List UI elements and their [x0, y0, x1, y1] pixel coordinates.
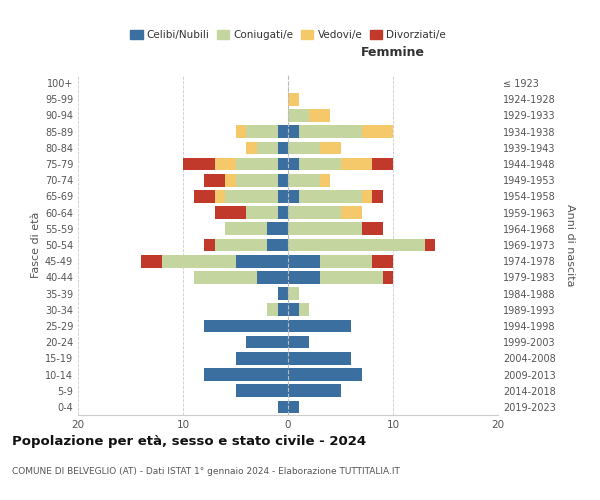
- Bar: [288, 190, 299, 202]
- Bar: [309, 109, 330, 122]
- Bar: [288, 368, 361, 381]
- Bar: [288, 109, 309, 122]
- Bar: [361, 222, 383, 235]
- Bar: [288, 142, 320, 154]
- Bar: [235, 126, 246, 138]
- Bar: [246, 126, 277, 138]
- Bar: [361, 126, 393, 138]
- Bar: [204, 238, 215, 252]
- Bar: [235, 384, 288, 397]
- Bar: [235, 158, 277, 170]
- Bar: [288, 288, 299, 300]
- Bar: [246, 336, 288, 348]
- Bar: [267, 238, 288, 252]
- Bar: [372, 255, 393, 268]
- Bar: [320, 271, 383, 283]
- Y-axis label: Fasce di età: Fasce di età: [31, 212, 41, 278]
- Bar: [225, 190, 277, 202]
- Bar: [320, 255, 372, 268]
- Bar: [341, 158, 372, 170]
- Bar: [267, 304, 277, 316]
- Text: Popolazione per età, sesso e stato civile - 2024: Popolazione per età, sesso e stato civil…: [12, 435, 366, 448]
- Bar: [277, 158, 288, 170]
- Bar: [277, 400, 288, 413]
- Bar: [162, 255, 235, 268]
- Bar: [288, 222, 361, 235]
- Bar: [320, 142, 341, 154]
- Bar: [288, 271, 320, 283]
- Bar: [204, 368, 288, 381]
- Bar: [225, 174, 235, 186]
- Bar: [277, 206, 288, 219]
- Bar: [299, 126, 361, 138]
- Bar: [299, 190, 361, 202]
- Bar: [288, 304, 299, 316]
- Bar: [383, 271, 393, 283]
- Text: COMUNE DI BELVEGLIO (AT) - Dati ISTAT 1° gennaio 2024 - Elaborazione TUTTITALIA.: COMUNE DI BELVEGLIO (AT) - Dati ISTAT 1°…: [12, 468, 400, 476]
- Bar: [277, 190, 288, 202]
- Bar: [204, 174, 225, 186]
- Bar: [215, 206, 246, 219]
- Bar: [246, 142, 257, 154]
- Bar: [277, 288, 288, 300]
- Bar: [341, 206, 361, 219]
- Bar: [361, 190, 372, 202]
- Bar: [288, 336, 309, 348]
- Bar: [246, 206, 277, 219]
- Bar: [215, 158, 235, 170]
- Bar: [257, 271, 288, 283]
- Bar: [193, 271, 257, 283]
- Bar: [183, 158, 215, 170]
- Legend: Celibi/Nubili, Coniugati/e, Vedovi/e, Divorziati/e: Celibi/Nubili, Coniugati/e, Vedovi/e, Di…: [126, 26, 450, 44]
- Bar: [372, 190, 383, 202]
- Bar: [215, 190, 225, 202]
- Bar: [288, 384, 341, 397]
- Bar: [288, 400, 299, 413]
- Y-axis label: Anni di nascita: Anni di nascita: [565, 204, 575, 286]
- Bar: [299, 304, 309, 316]
- Bar: [193, 190, 215, 202]
- Bar: [235, 255, 288, 268]
- Bar: [288, 352, 351, 364]
- Bar: [288, 158, 299, 170]
- Bar: [225, 222, 267, 235]
- Bar: [257, 142, 277, 154]
- Bar: [425, 238, 435, 252]
- Text: Femmine: Femmine: [361, 46, 425, 60]
- Bar: [288, 238, 425, 252]
- Bar: [288, 174, 320, 186]
- Bar: [235, 174, 277, 186]
- Bar: [215, 238, 267, 252]
- Bar: [141, 255, 162, 268]
- Bar: [288, 320, 351, 332]
- Bar: [320, 174, 330, 186]
- Bar: [204, 320, 288, 332]
- Bar: [235, 352, 288, 364]
- Bar: [288, 206, 341, 219]
- Bar: [288, 93, 299, 106]
- Bar: [288, 126, 299, 138]
- Bar: [277, 304, 288, 316]
- Bar: [299, 158, 341, 170]
- Bar: [288, 255, 320, 268]
- Bar: [277, 126, 288, 138]
- Bar: [277, 142, 288, 154]
- Bar: [267, 222, 288, 235]
- Bar: [277, 174, 288, 186]
- Bar: [372, 158, 393, 170]
